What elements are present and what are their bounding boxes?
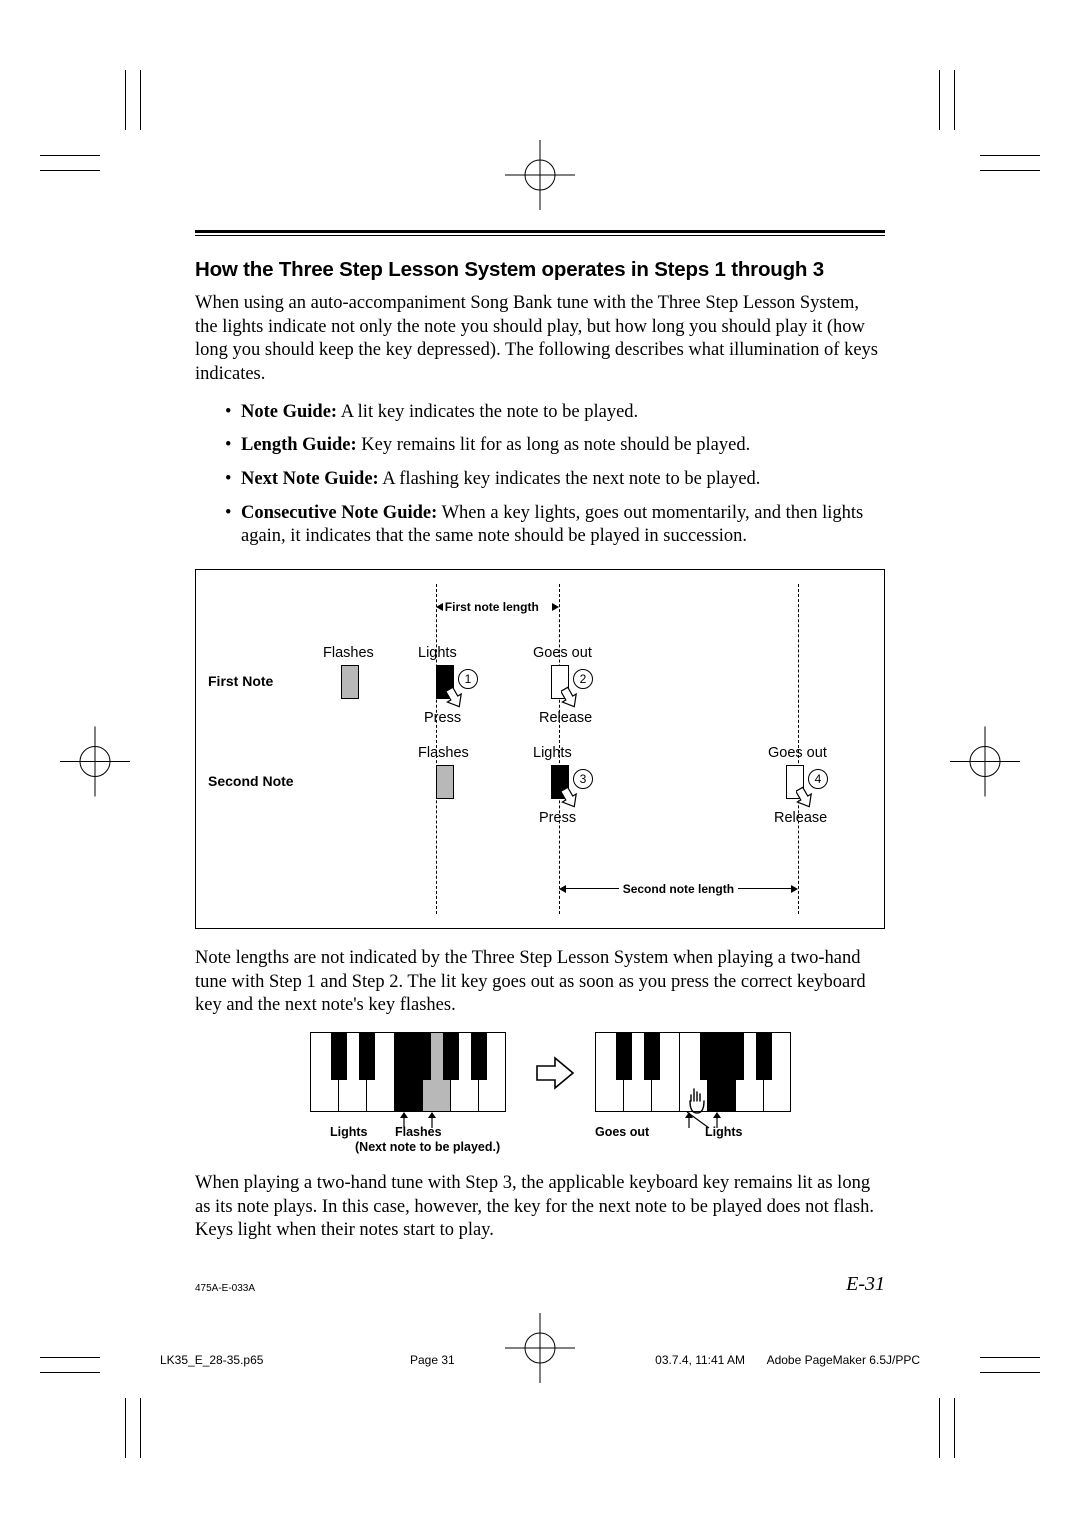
range-arrow-line [738, 888, 792, 889]
arrow-tip-icon [552, 603, 559, 611]
press-arrow-icon [446, 685, 474, 711]
key-state-label: Flashes [418, 745, 469, 761]
registration-mark-left [60, 727, 130, 802]
black-key [644, 1033, 661, 1080]
keyboard-diagram-row: LightsFlashes(Next note to be played.)Go… [195, 1032, 885, 1162]
bullet-list: Note Guide: A lit key indicates the note… [225, 401, 885, 549]
footer-filename: LK35_E_28-35.p65 [160, 1353, 263, 1367]
page-content: How the Three Step Lesson System operate… [195, 230, 885, 1333]
black-key [415, 1033, 432, 1080]
bullet-item: Consecutive Note Guide: When a key light… [225, 502, 885, 549]
kb-next-note-label: (Next note to be played.) [355, 1140, 500, 1154]
key-state-label: Goes out [768, 745, 827, 761]
bullet-term: Length Guide: [241, 435, 357, 455]
key-state-label: Flashes [323, 645, 374, 661]
second-note-label: Second Note [208, 773, 294, 789]
bullet-term: Consecutive Note Guide: [241, 503, 437, 523]
timing-diagram: First note length Second note length First… [195, 569, 885, 929]
paragraph-3: When playing a two-hand tune with Step 3… [195, 1172, 885, 1243]
press-arrow-icon [796, 785, 824, 811]
footer-app: Adobe PageMaker 6.5J/PPC [767, 1353, 920, 1367]
registration-mark-top [505, 140, 575, 215]
section-heading: How the Three Step Lesson System operate… [195, 258, 885, 282]
arrow-tip-icon [791, 885, 798, 893]
kb-goes-out-label: Goes out [595, 1125, 649, 1139]
label-pointer-arrow [712, 1112, 722, 1130]
key-state-label: Lights [533, 745, 572, 761]
black-key [700, 1033, 717, 1080]
black-key [616, 1033, 633, 1080]
press-arrow-icon [561, 685, 589, 711]
second-note-length-label: Second note length [623, 882, 734, 896]
arrow-tip-icon [559, 885, 566, 893]
label-pointer-arrow [399, 1112, 409, 1130]
black-key [443, 1033, 460, 1080]
black-key [471, 1033, 488, 1080]
bullet-term: Next Note Guide: [241, 469, 379, 489]
footer-page: Page 31 [410, 1353, 455, 1367]
bullet-item: Note Guide: A lit key indicates the note… [225, 401, 885, 425]
label-pointer-arrow [427, 1112, 437, 1130]
black-key [331, 1033, 348, 1080]
keyboard-graphic [595, 1032, 791, 1112]
footer-date: 03.7.4, 11:41 AM [655, 1353, 745, 1367]
bullet-item: Length Guide: Key remains lit for as lon… [225, 434, 885, 458]
bullet-item: Next Note Guide: A flashing key indicate… [225, 468, 885, 492]
black-key [756, 1033, 773, 1080]
action-label: Release [539, 710, 592, 726]
key-indicator [341, 665, 359, 699]
transition-arrow-icon [535, 1056, 575, 1090]
action-label: Press [424, 710, 461, 726]
key-indicator [436, 765, 454, 799]
press-arrow-icon [561, 785, 589, 811]
keyboard-graphic [310, 1032, 506, 1112]
intro-paragraph: When using an auto-accompaniment Song Ba… [195, 292, 885, 387]
bullet-text: A lit key indicates the note to be playe… [337, 402, 638, 422]
paragraph-2: Note lengths are not indicated by the Th… [195, 947, 885, 1018]
first-note-label: First Note [208, 673, 273, 689]
black-key [359, 1033, 376, 1080]
bullet-text: A flashing key indicates the next note t… [379, 469, 761, 489]
black-key [728, 1033, 745, 1080]
key-state-label: Goes out [533, 645, 592, 661]
action-label: Release [774, 810, 827, 826]
bullet-term: Note Guide: [241, 402, 337, 422]
action-label: Press [539, 810, 576, 826]
page-number: E-31 [846, 1273, 885, 1296]
bullet-text: Key remains lit for as long as note shou… [357, 435, 751, 455]
arrow-tip-icon [436, 603, 443, 611]
label-pointer-line [681, 1110, 711, 1130]
registration-mark-right [950, 727, 1020, 802]
footer-code: 475A-E-033A [195, 1283, 255, 1294]
kb-lights-label: Lights [330, 1125, 368, 1139]
range-arrow-line [565, 888, 619, 889]
first-note-length-label: First note length [445, 600, 539, 614]
key-state-label: Lights [418, 645, 457, 661]
header-rule [195, 230, 885, 236]
